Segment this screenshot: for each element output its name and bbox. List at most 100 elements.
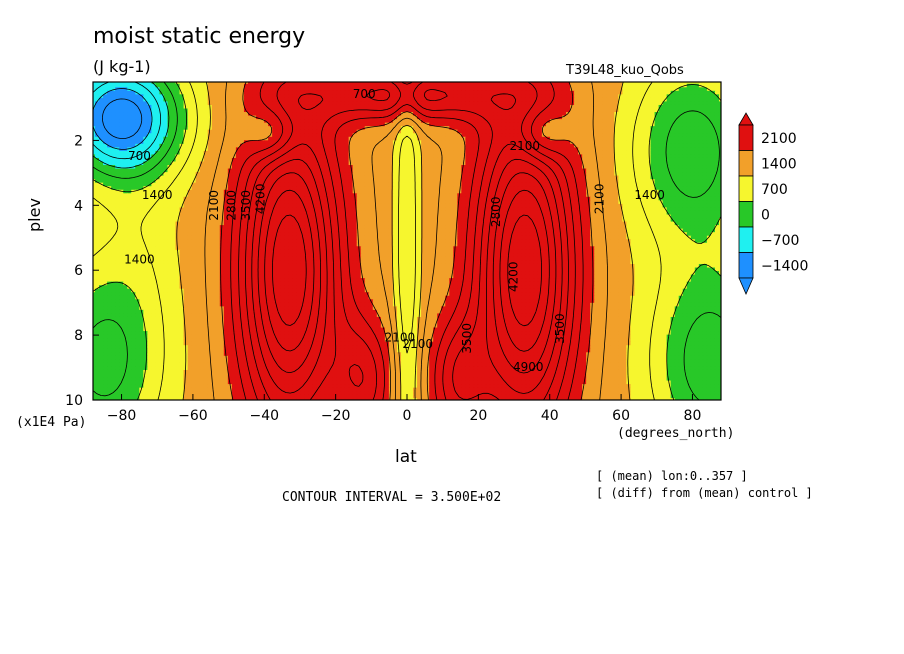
- field-cell: [256, 82, 261, 85]
- field-cell: [449, 172, 454, 177]
- field-cell: [252, 104, 257, 110]
- field-cell: [380, 140, 386, 145]
- field-cell: [505, 112, 511, 117]
- field-cell: [227, 150, 233, 156]
- field-cell: [533, 133, 539, 138]
- field-cell: [308, 115, 313, 120]
- field-cell: [690, 82, 696, 85]
- field-cell: [123, 165, 128, 170]
- field-cell: [586, 129, 591, 134]
- field-cell: [509, 101, 515, 106]
- field-cell: [296, 165, 301, 170]
- field-cell: [219, 82, 225, 85]
- field-cell: [521, 189, 527, 194]
- field-cell: [525, 83, 531, 88]
- field-cell: [264, 150, 269, 156]
- field-cell: [626, 108, 632, 113]
- field-cell: [686, 161, 692, 166]
- field-cell: [159, 104, 165, 110]
- field-cell: [606, 133, 611, 138]
- field-cell: [417, 136, 422, 141]
- field-cell: [135, 83, 140, 88]
- field-cell: [586, 119, 591, 124]
- field-cell: [320, 133, 326, 138]
- field-cell: [618, 157, 623, 163]
- field-cell: [561, 129, 567, 134]
- field-cell: [618, 186, 623, 191]
- field-cell: [525, 143, 531, 148]
- field-cell: [690, 133, 696, 138]
- field-cell: [376, 186, 382, 191]
- field-cell: [340, 82, 346, 85]
- field-cell: [485, 147, 491, 152]
- field-cell: [231, 119, 237, 124]
- field-cell: [324, 94, 330, 99]
- field-cell: [690, 143, 696, 148]
- field-cell: [99, 104, 104, 110]
- field-cell: [662, 133, 668, 138]
- field-cell: [545, 126, 551, 131]
- field-cell: [630, 182, 636, 187]
- field-cell: [610, 154, 615, 159]
- field-cell: [111, 129, 116, 134]
- field-cell: [517, 161, 523, 166]
- field-cell: [453, 165, 458, 170]
- field-cell: [272, 122, 277, 127]
- field-cell: [364, 140, 370, 145]
- field-cell: [642, 150, 648, 156]
- field-cell: [227, 140, 233, 145]
- field-cell: [545, 172, 551, 177]
- field-cell: [413, 140, 418, 145]
- field-cell: [497, 154, 503, 159]
- field-cell: [666, 172, 672, 177]
- field-cell: [143, 182, 148, 187]
- field-cell: [143, 136, 148, 141]
- field-cell: [223, 157, 229, 163]
- field-cell: [578, 119, 583, 124]
- field-cell: [594, 82, 599, 85]
- field-cell: [239, 122, 245, 127]
- field-cell: [360, 175, 366, 180]
- field-cell: [356, 186, 362, 191]
- field-cell: [147, 97, 152, 103]
- field-cell: [364, 101, 370, 106]
- field-cell: [666, 104, 672, 110]
- field-cell: [256, 189, 261, 194]
- field-cell: [344, 119, 350, 124]
- field-cell: [638, 108, 644, 113]
- field-cell: [553, 143, 559, 148]
- field-cell: [131, 122, 136, 127]
- field-cell: [714, 161, 720, 166]
- field-cell: [622, 82, 627, 85]
- field-cell: [509, 189, 515, 194]
- field-cell: [477, 87, 483, 92]
- field-cell: [457, 104, 462, 110]
- field-cell: [340, 90, 346, 95]
- field-cell: [606, 115, 611, 120]
- field-cell: [352, 136, 358, 141]
- field-cell: [417, 189, 422, 194]
- field-cell: [191, 186, 197, 191]
- field-cell: [670, 154, 676, 159]
- field-cell: [566, 179, 571, 184]
- field-cell: [529, 140, 535, 145]
- field-cell: [441, 172, 446, 177]
- field-cell: [441, 147, 446, 152]
- field-cell: [670, 136, 676, 141]
- field-cell: [167, 87, 173, 92]
- field-cell: [553, 136, 559, 141]
- field-cell: [316, 150, 322, 156]
- field-cell: [239, 182, 245, 187]
- field-cell: [505, 119, 511, 124]
- field-cell: [93, 165, 96, 170]
- field-cell: [99, 122, 104, 127]
- field-cell: [658, 122, 664, 127]
- field-cell: [344, 154, 350, 159]
- field-cell: [417, 186, 422, 191]
- field-cell: [171, 83, 177, 88]
- field-cell: [650, 168, 656, 173]
- field-cell: [155, 157, 161, 163]
- field-cell: [537, 157, 543, 163]
- field-cell: [348, 101, 354, 106]
- field-cell: [493, 175, 499, 180]
